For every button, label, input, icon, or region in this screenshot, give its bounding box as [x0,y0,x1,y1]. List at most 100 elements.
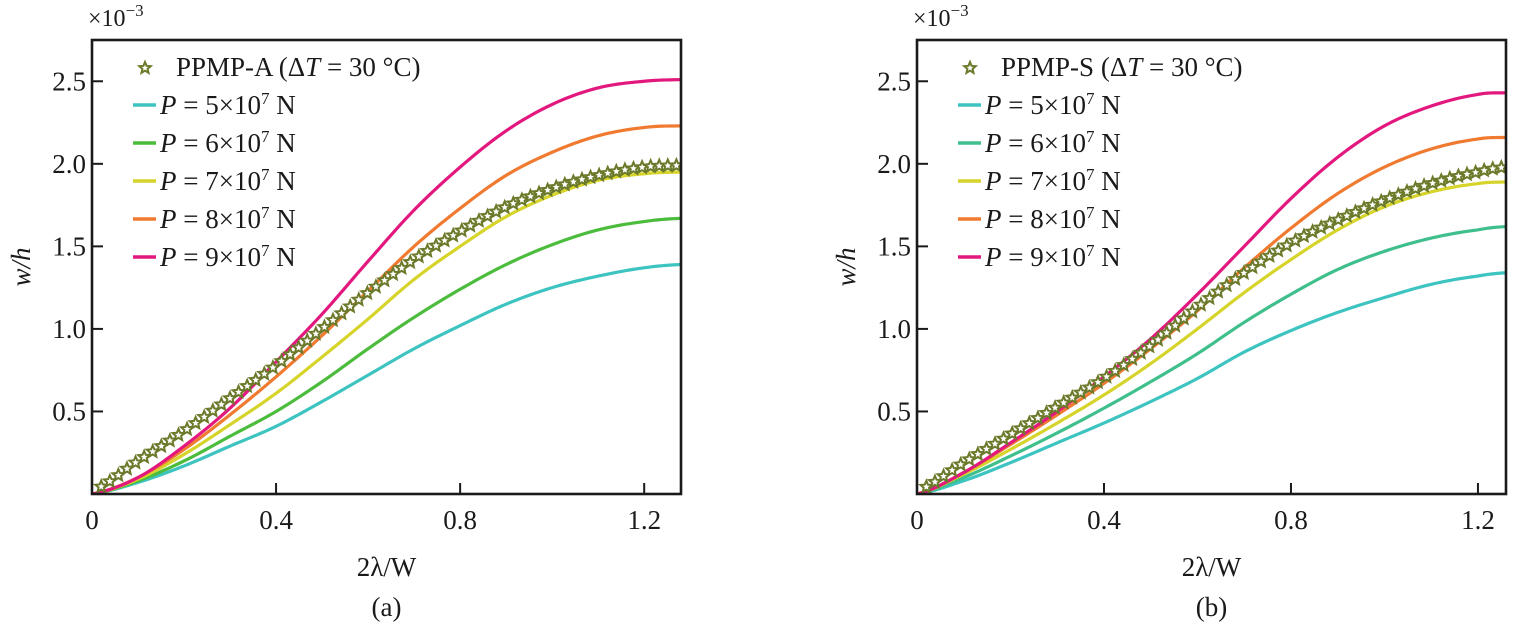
legend-label-p7: P = 7×107 N [984,165,1121,196]
legend-label-markers: PPMP-S (ΔT = 30 °C) [1001,52,1243,82]
y-tick-label: 0.5 [52,396,86,426]
chart-panel-a: 0 0.4 0.8 1.2 0.5 1.0 1.5 2.0 2.5 ×10−3 w/h 2λ/W (a)… [6,1,683,622]
legend-label-p8: P = 8×107 N [159,203,296,234]
multiplier-exponent: −3 [126,1,144,20]
x-tick-label: 0 [910,505,924,535]
y-tick-label: 2.0 [52,149,86,179]
legend-exponent: 7 [261,127,270,146]
star-marker [1364,196,1381,212]
panel-label: (a) [372,592,402,622]
star-marker [1329,210,1347,227]
axes-frame [915,38,1508,496]
legend-label-p8: P = 8×107 N [984,203,1121,234]
legend: PPMP-S (ΔT = 30 °C)P = 5×107 NP = 6×107 … [958,52,1243,272]
series-line-p9 [917,91,1506,494]
legend-P: P [159,166,177,196]
legend: PPMP-A (ΔT = 30 °C)P = 5×107 NP = 6×107 … [133,52,420,272]
legend-value: = 7×10 [177,166,261,196]
x-tick-label: 0.4 [259,505,293,535]
legend-exponent: 7 [261,241,270,260]
legend-value: = 5×10 [177,90,261,120]
x-axis-label: 2λ/W [1182,552,1242,582]
series-line-p5 [917,271,1506,494]
legend-label-p6: P = 6×107 N [159,127,296,158]
x-tick-label: 1.2 [627,505,661,535]
legend-value: = 8×10 [1002,204,1086,234]
legend-unit: N [269,242,295,272]
x-tick-label: 0.8 [1274,505,1308,535]
multiplier-base: ×10 [88,6,126,32]
star-marker [1304,222,1321,239]
x-tick-label: 0.8 [443,505,477,535]
x-tick-label: 0 [85,505,99,535]
star-marker [1295,227,1313,244]
legend-value: = 5×10 [1002,90,1086,120]
legend-unit: N [1094,90,1120,120]
legend-value: = 8×10 [177,204,261,234]
legend-exponent: 7 [1086,241,1095,260]
legend-P: P [984,128,1002,158]
star-marker [504,194,522,211]
legend-prefix: PPMP-S ( [1001,52,1110,82]
legend-P: P [159,204,177,234]
series-line-p6 [92,216,681,494]
legend-exponent: 7 [1086,203,1095,222]
star-marker [522,187,539,204]
legend-exponent: 7 [1086,89,1095,108]
legend-label-p7: P = 7×107 N [159,165,296,196]
legend-label-p9: P = 9×107 N [984,241,1121,272]
x-axis-label: 2λ/W [357,552,417,582]
legend-value: = 9×10 [1002,242,1086,272]
y-tick-label: 0.5 [877,396,911,426]
axes-frame [90,38,683,496]
legend-unit: N [1094,128,1120,158]
multiplier-base: ×10 [913,6,951,32]
legend-star-icon [961,59,979,75]
star-marker [1355,199,1373,216]
x-tick-label: 0.4 [1087,505,1121,535]
legend-T: T [1127,52,1144,82]
legend-value: = 9×10 [177,242,261,272]
legend-label-p9: P = 9×107 N [159,241,296,272]
y-axis-multiplier: ×10−3 [88,1,144,32]
legend-unit: N [1094,242,1120,272]
legend-P: P [984,90,1002,120]
plot-area [92,78,681,494]
y-tick-label: 1.5 [52,231,86,261]
legend-suffix: = 30 °C) [1142,52,1242,82]
legend-delta: Δ [288,52,305,82]
legend-label-p5: P = 5×107 N [159,89,296,120]
y-tick-label: 1.5 [877,231,911,261]
y-axis-label: w/h [831,247,861,286]
y-tick-label: 1.0 [877,314,911,344]
legend-value: = 6×10 [177,128,261,158]
series-line-p5 [92,262,681,494]
legend-P: P [984,204,1002,234]
legend-label-p5: P = 5×107 N [984,89,1121,120]
legend-label-p6: P = 6×107 N [984,127,1121,158]
star-marker [1389,186,1407,202]
legend-exponent: 7 [261,165,270,184]
y-tick-label: 2.0 [877,149,911,179]
star-marker [1398,182,1416,199]
star-marker [1312,218,1330,235]
legend-suffix: = 30 °C) [320,52,420,82]
star-marker [496,198,514,215]
plot-area [917,91,1506,494]
legend-P: P [159,90,177,120]
series-line-p6 [917,224,1506,494]
legend-unit: N [269,90,295,120]
star-marker [1381,189,1399,206]
star-marker [487,202,505,219]
legend-unit: N [269,204,295,234]
legend-label-markers: PPMP-A (ΔT = 30 °C) [176,52,420,82]
legend-P: P [159,242,177,272]
panel-label: (b) [1196,592,1227,622]
star-marker [1287,231,1304,248]
y-tick-label: 1.0 [52,314,86,344]
legend-P: P [984,242,1002,272]
legend-exponent: 7 [1086,127,1095,146]
y-tick-label: 2.5 [52,66,86,96]
y-axis-multiplier: ×10−3 [913,1,969,32]
